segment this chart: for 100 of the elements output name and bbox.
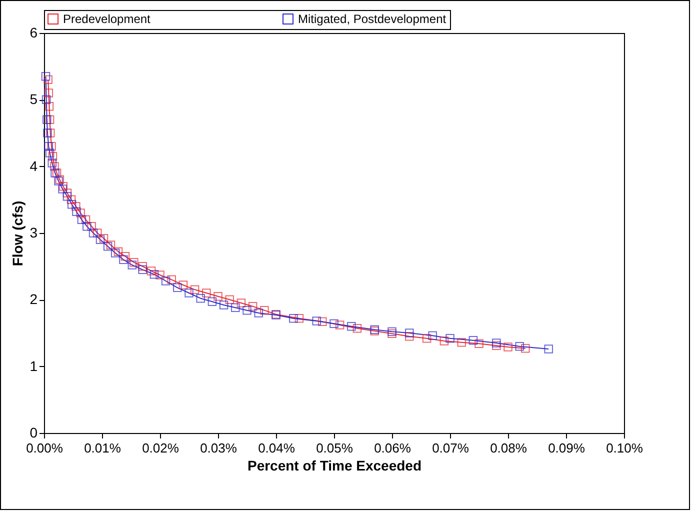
point	[96, 235, 105, 244]
point	[128, 260, 137, 270]
x-tick-label: 0.08%	[490, 440, 528, 456]
point	[44, 75, 52, 84]
point	[45, 148, 54, 158]
point	[440, 336, 449, 346]
point	[58, 184, 67, 194]
point	[48, 158, 56, 168]
point	[196, 294, 205, 303]
point	[515, 342, 524, 351]
point	[178, 280, 188, 290]
point	[99, 234, 108, 243]
point	[44, 142, 54, 151]
y-tick-label: 0	[30, 424, 38, 440]
x-tick-label: 0.00%	[26, 440, 64, 456]
point	[48, 152, 58, 161]
x-tick-label: 0.04%	[258, 440, 296, 456]
point	[219, 300, 228, 310]
point	[167, 275, 176, 284]
x-tick-label: 0.09%	[548, 440, 586, 456]
point	[66, 195, 76, 204]
point	[81, 215, 90, 224]
point	[82, 222, 92, 231]
point	[44, 102, 54, 111]
y-tick-label: 1	[30, 358, 38, 374]
point	[248, 302, 258, 311]
y-tick-label: 5	[30, 91, 38, 108]
point	[242, 306, 252, 315]
point	[254, 308, 263, 318]
legend-label: Mitigated, Postdevelopment	[298, 12, 447, 26]
legend-label: Predevelopment	[63, 12, 152, 26]
point	[44, 88, 54, 98]
point	[156, 270, 164, 280]
x-tick-label: 0.05%	[316, 440, 354, 456]
point	[446, 334, 454, 343]
point	[190, 285, 200, 294]
y-tick-label: 3	[30, 224, 38, 240]
y-tick-label: 6	[30, 24, 38, 40]
point	[103, 242, 112, 251]
y-tick-label: 2	[30, 291, 38, 308]
point	[41, 72, 50, 81]
point	[42, 95, 51, 104]
point	[405, 328, 414, 338]
point	[119, 255, 128, 264]
point	[231, 303, 240, 312]
y-tick-label: 4	[30, 158, 38, 174]
point	[422, 334, 432, 343]
point	[114, 247, 123, 256]
point	[312, 316, 321, 326]
x-tick-label: 0.03%	[200, 440, 238, 456]
point	[474, 339, 484, 348]
point	[110, 248, 120, 258]
point	[72, 202, 80, 211]
point	[208, 297, 217, 306]
point	[120, 252, 130, 261]
point	[58, 182, 68, 191]
point	[492, 338, 501, 348]
point	[184, 288, 194, 298]
point	[335, 320, 344, 330]
point	[544, 344, 553, 354]
y-axis-title: Flow (cfs)	[10, 200, 26, 266]
point	[225, 295, 234, 304]
point	[457, 338, 466, 347]
x-tick-label: 0.01%	[84, 440, 122, 456]
point	[130, 258, 138, 267]
point	[77, 215, 86, 224]
x-tick-label: 0.07%	[432, 440, 470, 456]
point	[202, 288, 211, 298]
point	[42, 115, 52, 124]
point	[330, 319, 338, 328]
point	[468, 336, 478, 345]
point	[214, 292, 222, 301]
point	[62, 192, 72, 201]
point	[318, 317, 327, 326]
point	[76, 208, 85, 218]
point	[50, 162, 59, 171]
point	[294, 314, 304, 323]
point	[236, 298, 246, 308]
point	[504, 342, 512, 352]
point	[72, 207, 81, 216]
point	[161, 276, 170, 286]
point	[92, 228, 102, 238]
point	[521, 344, 530, 353]
point	[138, 265, 147, 274]
point	[87, 222, 96, 231]
point	[43, 128, 52, 138]
point	[150, 270, 159, 279]
point	[146, 266, 156, 276]
point	[289, 314, 298, 323]
x-axis-title: Percent of Time Exceeded	[247, 458, 422, 474]
point	[138, 262, 147, 271]
x-tick-label: 0.06%	[374, 440, 412, 456]
point	[347, 322, 356, 331]
point	[173, 283, 182, 292]
x-tick-label: 0.10%	[606, 440, 644, 456]
point	[260, 306, 269, 315]
point	[428, 331, 437, 340]
point	[106, 240, 116, 250]
point	[67, 200, 76, 209]
point	[352, 324, 362, 333]
